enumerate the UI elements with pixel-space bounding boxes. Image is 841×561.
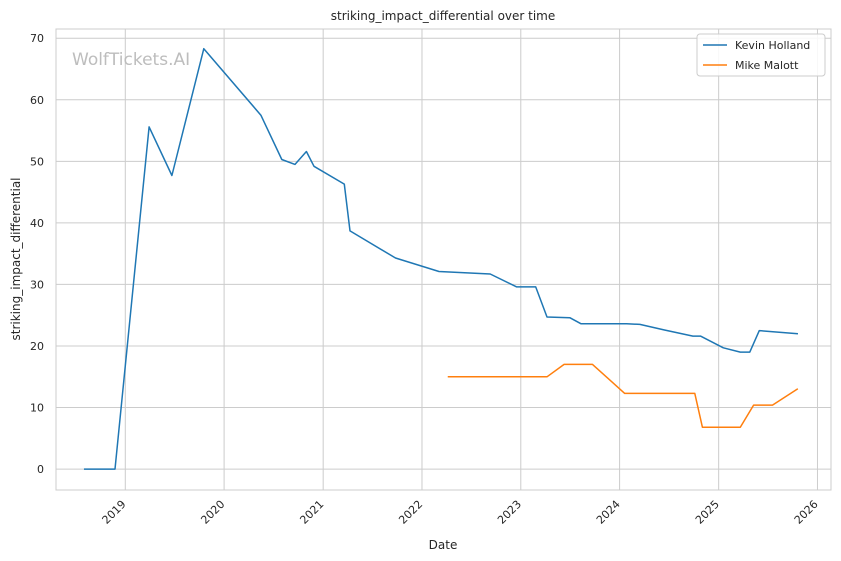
legend: Kevin Holland Mike Malott xyxy=(696,33,826,77)
x-tick-label: 2021 xyxy=(297,498,326,527)
plot-background xyxy=(56,29,831,490)
plot-frame xyxy=(55,28,832,491)
y-axis-title: striking_impact_differential xyxy=(9,177,23,340)
x-tick-label: 2024 xyxy=(594,498,623,527)
y-tick-label: 70 xyxy=(30,32,44,45)
series-line-mike-malott xyxy=(447,363,799,428)
chart-title: striking_impact_differential over time xyxy=(331,9,556,23)
y-tick-label: 10 xyxy=(30,402,44,415)
x-axis-ticks: 2019 2020 2021 2022 2023 2024 2025 2026 xyxy=(100,498,821,527)
x-tick-label: 2025 xyxy=(693,498,722,527)
x-axis-title: Date xyxy=(429,538,458,552)
y-tick-label: 20 xyxy=(30,340,44,353)
series-line-kevin-holland xyxy=(83,47,799,470)
y-tick-label: 60 xyxy=(30,94,44,107)
watermark: WolfTickets.AI xyxy=(72,50,190,70)
series-layer xyxy=(83,47,799,470)
x-tick-label: 2023 xyxy=(495,498,524,527)
legend-label-kevin-holland: Kevin Holland xyxy=(735,39,810,52)
legend-box xyxy=(696,33,826,77)
y-axis-ticks: 0 10 20 30 40 50 60 70 xyxy=(30,32,44,476)
y-tick-label: 30 xyxy=(30,278,44,291)
y-tick-label: 40 xyxy=(30,217,44,230)
y-tick-label: 0 xyxy=(37,463,44,476)
x-tick-label: 2019 xyxy=(100,498,129,527)
x-tick-label: 2020 xyxy=(198,498,227,527)
y-tick-label: 50 xyxy=(30,155,44,168)
x-tick-label: 2026 xyxy=(792,498,821,527)
x-tick-label: 2022 xyxy=(396,498,425,527)
legend-label-mike-malott: Mike Malott xyxy=(735,59,799,72)
grid-lines xyxy=(56,29,831,490)
